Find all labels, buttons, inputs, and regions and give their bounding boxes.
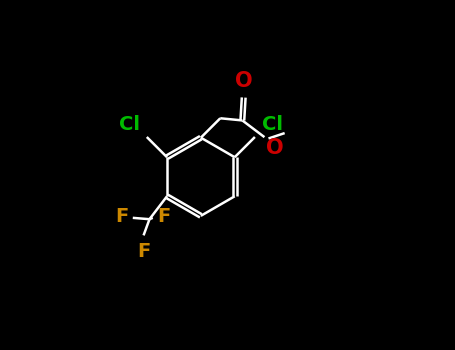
Text: Cl: Cl bbox=[262, 115, 283, 134]
Text: F: F bbox=[157, 207, 170, 226]
Text: Cl: Cl bbox=[119, 115, 140, 134]
Text: O: O bbox=[266, 139, 283, 159]
Text: O: O bbox=[235, 71, 253, 91]
Text: F: F bbox=[116, 207, 129, 226]
Text: F: F bbox=[137, 242, 150, 261]
